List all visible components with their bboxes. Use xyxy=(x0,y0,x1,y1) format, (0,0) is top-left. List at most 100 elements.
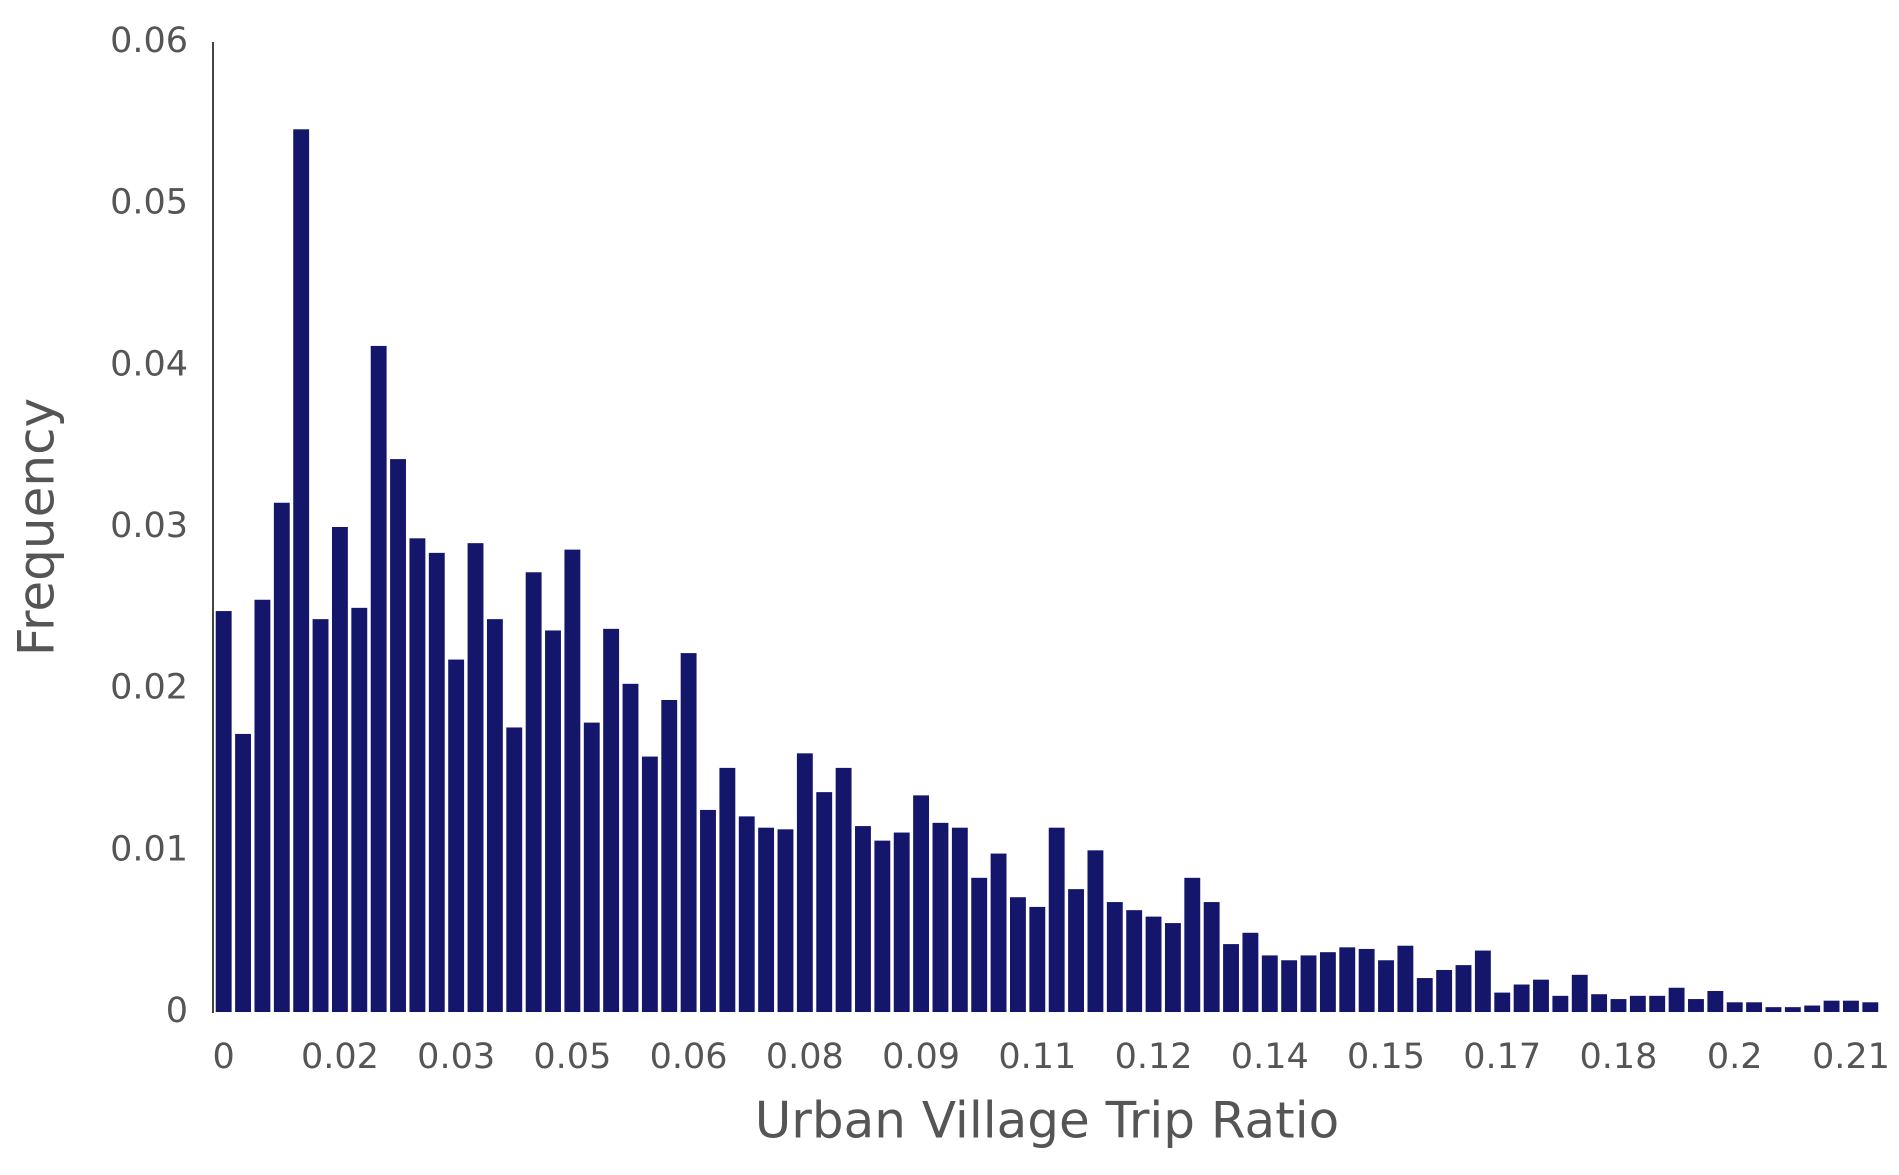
x-tick-label: 0.14 xyxy=(1231,1037,1309,1077)
bar xyxy=(777,829,794,1012)
bar xyxy=(1804,1005,1821,1012)
bar xyxy=(1184,877,1201,1012)
bar xyxy=(1358,948,1375,1012)
bar xyxy=(1223,944,1239,1012)
bar xyxy=(1629,995,1646,1012)
bar xyxy=(1784,1007,1801,1012)
bar xyxy=(1436,969,1453,1012)
x-tick-label: 0.12 xyxy=(1115,1037,1193,1077)
bar xyxy=(1106,902,1123,1012)
bar xyxy=(1319,952,1336,1012)
y-tick-label: 0.03 xyxy=(110,506,188,546)
bar xyxy=(564,549,581,1012)
x-tick-label: 0.21 xyxy=(1812,1037,1890,1077)
bar xyxy=(874,840,891,1012)
bar xyxy=(1048,827,1065,1012)
bar xyxy=(1126,910,1143,1012)
bar xyxy=(796,753,813,1012)
bar xyxy=(1668,987,1685,1012)
x-tick-label: 0 xyxy=(213,1037,235,1077)
bar xyxy=(1474,950,1491,1012)
bar xyxy=(661,699,678,1012)
y-tick-label: 0.05 xyxy=(110,183,188,223)
bar xyxy=(1513,984,1530,1012)
bar xyxy=(971,877,988,1012)
bar xyxy=(1707,990,1724,1012)
bar xyxy=(835,767,852,1012)
y-tick-label: 0.04 xyxy=(110,344,188,384)
x-tick-label: 0.08 xyxy=(766,1037,844,1077)
bar xyxy=(1242,932,1259,1012)
bar xyxy=(1591,994,1608,1012)
bar xyxy=(603,628,620,1012)
bar xyxy=(913,795,930,1012)
x-tick-label: 0.18 xyxy=(1580,1037,1658,1077)
bar xyxy=(1009,897,1026,1012)
bar xyxy=(990,853,1007,1012)
bar xyxy=(700,809,716,1012)
bar xyxy=(1261,955,1278,1012)
bar xyxy=(486,619,503,1012)
bar xyxy=(1688,999,1704,1012)
y-tick-label: 0 xyxy=(166,991,188,1031)
bar xyxy=(506,727,523,1012)
bar xyxy=(893,832,910,1012)
bar xyxy=(855,826,871,1012)
y-tick-label: 0.02 xyxy=(110,668,188,708)
bar xyxy=(1203,902,1220,1012)
bar xyxy=(1087,850,1104,1012)
bar xyxy=(1281,960,1298,1012)
bar xyxy=(448,659,465,1012)
bar xyxy=(525,572,542,1012)
x-tick-label: 0.2 xyxy=(1707,1037,1763,1077)
bar xyxy=(331,527,348,1012)
bar xyxy=(1300,955,1317,1012)
bar xyxy=(622,683,639,1012)
x-axis-title: Urban Village Trip Ratio xyxy=(755,1092,1340,1150)
x-tick-label: 0.17 xyxy=(1463,1037,1541,1077)
bar xyxy=(545,630,561,1012)
bar xyxy=(680,653,697,1012)
bar xyxy=(467,543,484,1012)
bar xyxy=(932,822,949,1012)
bar xyxy=(951,827,968,1012)
x-tick-label: 0.06 xyxy=(650,1037,728,1077)
bar xyxy=(1649,995,1666,1012)
bar xyxy=(370,345,387,1012)
bar xyxy=(409,538,426,1012)
bar xyxy=(1746,1002,1763,1012)
bar xyxy=(816,792,833,1012)
bar xyxy=(428,552,445,1012)
x-tick-label: 0.05 xyxy=(533,1037,611,1077)
bar xyxy=(235,733,252,1012)
y-axis-title: Frequency xyxy=(8,398,66,656)
bar xyxy=(758,827,775,1012)
bar xyxy=(1164,923,1181,1012)
bar xyxy=(1145,916,1162,1012)
bar xyxy=(1068,889,1085,1012)
bar xyxy=(1726,1002,1743,1012)
bar xyxy=(583,722,600,1012)
bar xyxy=(719,767,736,1012)
bar xyxy=(1552,995,1569,1012)
x-tick-label: 0.02 xyxy=(301,1037,379,1077)
bar xyxy=(1397,945,1414,1012)
bar xyxy=(1765,1007,1782,1012)
bar xyxy=(293,129,310,1013)
bar xyxy=(1378,960,1394,1012)
bar xyxy=(312,619,329,1012)
y-tick-label: 0.01 xyxy=(110,829,188,869)
bar xyxy=(1823,1000,1840,1012)
bar xyxy=(273,502,290,1012)
bar xyxy=(351,607,368,1012)
bar xyxy=(1416,978,1433,1012)
bar xyxy=(1029,906,1046,1012)
bar xyxy=(1533,979,1549,1012)
bar xyxy=(254,599,271,1012)
bar xyxy=(1842,1000,1859,1012)
bar xyxy=(1339,947,1356,1012)
bar xyxy=(1571,974,1588,1012)
x-tick-label: 0.11 xyxy=(998,1037,1076,1077)
bar xyxy=(738,816,755,1012)
